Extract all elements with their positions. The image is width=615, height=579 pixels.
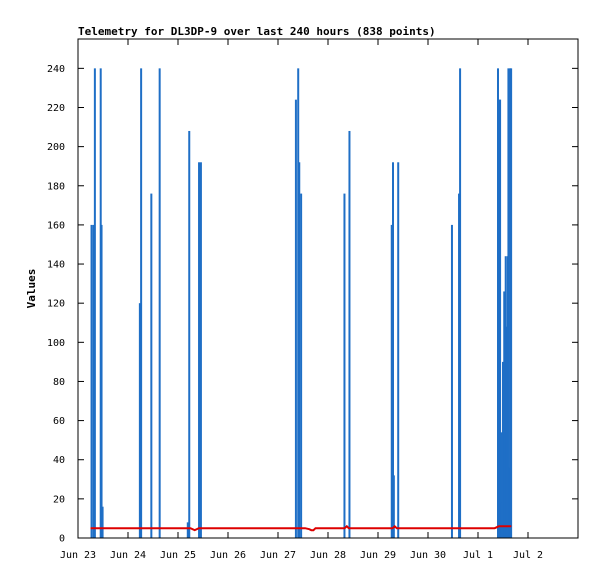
bar (504, 256, 507, 538)
bar (300, 193, 303, 538)
y-tick-label: 20 (53, 494, 65, 505)
bar (500, 502, 503, 538)
bar (503, 291, 506, 538)
bar (188, 130, 191, 539)
bar (158, 68, 161, 539)
bar (458, 193, 461, 538)
bar (390, 224, 393, 538)
bar (348, 130, 351, 539)
bar (90, 224, 93, 538)
bar (199, 162, 202, 538)
x-tick-label: Jun 24 (110, 550, 146, 561)
y-tick-label: 220 (47, 103, 65, 114)
bar (294, 99, 297, 538)
y-tick-label: 160 (47, 220, 65, 231)
x-tick-label: Jul 2 (513, 550, 543, 561)
y-tick-label: 40 (53, 455, 65, 466)
bar (459, 68, 462, 539)
x-tick-label: Jul 1 (463, 550, 493, 561)
plot-area: 0 20 40 60 80 100 120 140 160 180 200 220 240 Jun 23 J… (47, 38, 579, 561)
bar (150, 193, 153, 538)
bar (502, 361, 504, 538)
y-tick-label: 240 (47, 64, 65, 75)
bar (297, 68, 300, 539)
bar (392, 162, 394, 538)
y-tick-label: 200 (47, 142, 65, 153)
x-tick-label: Jun 28 (310, 550, 346, 561)
bar (497, 68, 499, 539)
bar (499, 99, 502, 538)
y-tick-label: 180 (47, 181, 65, 192)
bar (392, 475, 395, 538)
bar (397, 162, 400, 538)
y-tick-label: 100 (47, 338, 65, 349)
x-tick-label: Jun 29 (360, 550, 396, 561)
bar (186, 522, 189, 538)
bar (101, 506, 104, 538)
y-tick-label: 0 (59, 534, 65, 545)
bar (298, 162, 301, 538)
y-tick-label: 120 (47, 299, 65, 310)
bar (450, 224, 453, 538)
y-axis-label: Values (25, 269, 38, 309)
bar (100, 224, 103, 538)
bar (93, 68, 96, 539)
bar (92, 224, 95, 538)
bar (140, 68, 143, 539)
chart-title: Telemetry for DL3DP-9 over last 240 hour… (78, 25, 436, 38)
x-tick-label: Jun 30 (410, 550, 446, 561)
bar (343, 193, 346, 538)
x-tick-label: Jun 27 (260, 550, 296, 561)
bar (507, 68, 510, 539)
bar (198, 162, 201, 538)
series-line (90, 524, 512, 532)
bar (510, 68, 513, 539)
x-tick-label: Jun 26 (210, 550, 246, 561)
y-tick-label: 80 (53, 377, 65, 388)
bar (500, 432, 503, 538)
bar (509, 68, 512, 539)
x-tick-label: Jun 25 (160, 550, 196, 561)
y-tick-label: 60 (53, 416, 65, 427)
x-tick-label: Jun 23 (60, 550, 96, 561)
bar (138, 303, 141, 538)
y-tick-label: 140 (47, 260, 65, 271)
